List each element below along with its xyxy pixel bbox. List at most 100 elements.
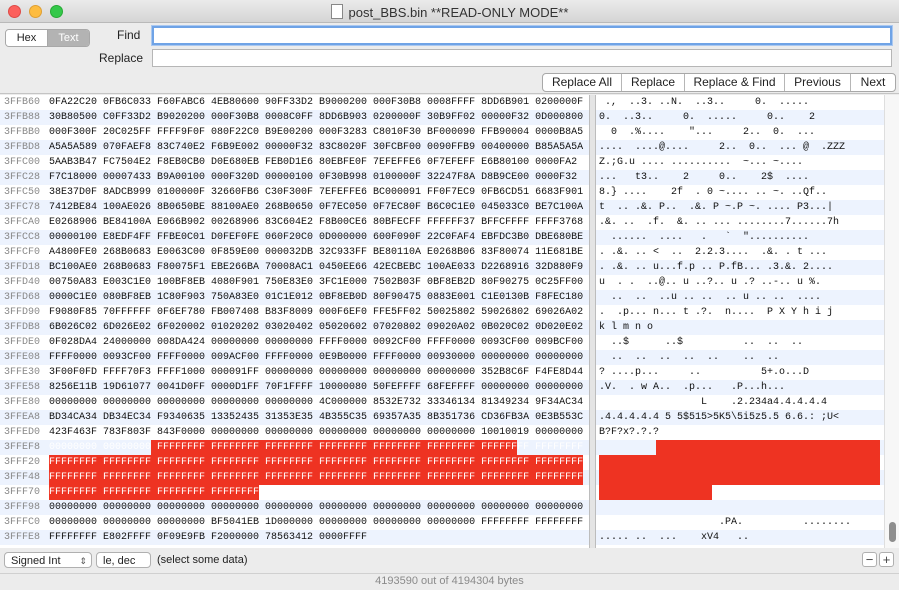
replace-all-button[interactable]: Replace All xyxy=(543,74,622,91)
text-view[interactable]: ., ..3. ..N. ..3.. 0. ..... 0. ..3.. 0. .… xyxy=(596,95,884,548)
hex-row[interactable]: 0F028DA4 24000000 008DA424 00000000 0000… xyxy=(49,337,584,348)
number-type-select[interactable]: Signed Int ⇕ xyxy=(4,552,92,568)
text-row[interactable]: ... t3.. 2 0.. 2$ .... xyxy=(599,172,810,183)
hex-row[interactable]: FFFF0000 0093CF00 FFFF0000 009ACF00 FFFF… xyxy=(49,352,584,363)
minimize-window-button[interactable] xyxy=(29,5,42,18)
hex-row[interactable]: BC100AE0 268B0683 F80075F1 EBE266BA 7000… xyxy=(49,262,584,273)
row-stripe xyxy=(596,260,884,275)
offset-label: 3FFE58 xyxy=(4,382,41,393)
next-button[interactable]: Next xyxy=(860,75,886,89)
row-stripe xyxy=(0,320,46,335)
hex-row[interactable]: FFFFFFFF FFFFFFFF FFFFFFFF FFFFFFFF FFFF… xyxy=(49,472,584,483)
hex-row[interactable]: E0268906 BE84100A E066B902 00268906 83C6… xyxy=(49,217,584,228)
offset-label: 3FFD68 xyxy=(4,292,41,303)
row-stripe xyxy=(596,290,884,305)
text-row[interactable]: L .2.234a4.4.4.4.4 xyxy=(599,397,828,408)
hex-row[interactable]: 423F463F 783F803F 843F0000 00000000 0000… xyxy=(49,427,584,438)
hex-row[interactable]: FFFFFFFF FFFFFFFF FFFFFFFF FFFFFFFF FFFF… xyxy=(49,457,584,468)
find-replace-buttons: Replace All Replace Replace & Find Previ… xyxy=(542,73,896,92)
text-row[interactable]: 0 .%.... "... 2.. 0. ... xyxy=(599,127,816,138)
hex-row[interactable]: BD34CA34 DB34EC34 F9340635 13352435 3135… xyxy=(49,412,584,423)
row-stripe xyxy=(0,260,46,275)
replace-button[interactable]: Replace xyxy=(622,74,685,91)
text-row[interactable]: . .&. .. < .. 2.2.3.... .&. . t ... xyxy=(599,247,828,258)
text-row[interactable]: Z.;G.u .... .......... ~... ~.... xyxy=(599,157,804,168)
previous-button[interactable]: Previous xyxy=(785,74,851,91)
text-row[interactable]: 8.} .... 2f . 0 ~.... .. ~. ..Qf.. xyxy=(599,187,828,198)
hex-row[interactable]: A5A5A589 070FAEF8 83C740E2 F6B9E002 0000… xyxy=(49,142,584,153)
row-stripe xyxy=(0,500,46,515)
text-row[interactable]: t .. .&. P.. .&. P ~.P ~. .... P3...| xyxy=(599,202,834,213)
offset-label: 3FFBB0 xyxy=(4,127,41,138)
text-row[interactable]: .PA. ........ xyxy=(599,517,852,528)
row-stripe xyxy=(46,170,589,185)
offset-label: 3FFBD8 xyxy=(4,142,41,153)
hex-row[interactable]: 6B026C02 6D026E02 6F020002 01020202 0302… xyxy=(49,322,584,333)
text-row[interactable]: .. .. .. .. .. .. .. xyxy=(599,352,780,363)
hex-row[interactable]: 00000000 00000000 FFFFFFFF FFFFFFFF FFFF… xyxy=(49,442,584,453)
text-row[interactable]: ., ..3. ..N. ..3.. 0. ..... xyxy=(599,97,810,108)
zoom-window-button[interactable] xyxy=(50,5,63,18)
hex-row[interactable]: 7412BE84 100AE026 8B0650BE 88100AE0 268B… xyxy=(49,202,584,213)
hex-text-toggle[interactable]: Hex Text xyxy=(5,29,90,47)
text-row[interactable]: u . . ..@.. u ..?.. u .? ..-.. u %. xyxy=(599,277,822,288)
row-stripe xyxy=(596,350,884,365)
hex-row[interactable]: 00000100 E8EDF4FF FFBE0C01 D0FEF0FE 060F… xyxy=(49,232,584,243)
text-row[interactable]: .4.4.4.4.4 5 5$515>5K5\5i5z5.5 6.6.: ;U< xyxy=(599,412,840,423)
offset-label: 3FFF98 xyxy=(4,502,41,513)
offset-label: 3FFF70 xyxy=(4,487,41,498)
text-row[interactable]: ..$ ..$ .. .. .. xyxy=(599,337,804,348)
vertical-scrollbar[interactable] xyxy=(884,95,899,548)
hex-row[interactable]: A4800FE0 268B0683 E0063C00 0F859E00 0000… xyxy=(49,247,584,258)
close-window-button[interactable] xyxy=(8,5,21,18)
text-row[interactable]: k l m n o xyxy=(599,322,654,333)
hex-row[interactable]: 38E37D0F 8ADCB999 0100000F 32660FB6 C30F… xyxy=(49,187,584,198)
hex-row[interactable]: F7C18000 00007433 B9A00100 000F320D 0000… xyxy=(49,172,578,183)
replace-input[interactable] xyxy=(152,49,892,67)
text-row[interactable]: .. .. ..u .. .. .. u .. .. .... xyxy=(599,292,822,303)
text-row[interactable]: 0. ..3.. 0. ..... 0.. 2 xyxy=(599,112,816,123)
endian-format-select[interactable]: le, dec xyxy=(96,552,151,568)
text-row[interactable]: ..... .. ... xV4 .. xyxy=(599,532,750,543)
remove-button[interactable]: − xyxy=(862,552,877,567)
hex-row[interactable]: 000F300F 20C025FF FFFF9F0F 080F22C0 B9E0… xyxy=(49,127,584,138)
find-input[interactable] xyxy=(152,26,892,45)
text-row[interactable]: .... ....@.... 2.. 0.. ... @ .ZZZ xyxy=(599,142,846,153)
scrollbar-thumb[interactable] xyxy=(889,522,896,542)
row-stripe xyxy=(0,140,46,155)
text-mode-tab[interactable]: Text xyxy=(48,30,89,46)
selection-highlight xyxy=(599,485,712,500)
offset-label: 3FFCC8 xyxy=(4,232,41,243)
row-stripe xyxy=(596,230,884,245)
hex-row[interactable]: 30B80500 C0FF33D2 B9020200 000F30B8 0008… xyxy=(49,112,584,123)
text-row[interactable]: . .p... n... t .?. n.... P X Y h i j xyxy=(599,307,834,318)
hex-row[interactable]: 8256E11B 19D61077 0041D0FF 0000D1FF 70F1… xyxy=(49,382,584,393)
hex-row[interactable]: 0000C1E0 080BF8EB 1C80F903 750A83E0 01C1… xyxy=(49,292,584,303)
text-row[interactable]: .V. . w A.. .p... .P...h... xyxy=(599,382,786,393)
add-button[interactable]: + xyxy=(879,552,894,567)
hex-row[interactable]: 5AAB3B47 FC7504E2 F8EB0CB0 D0E680EB FEB0… xyxy=(49,157,578,168)
offset-label: 3FFFE8 xyxy=(4,532,41,543)
hex-view[interactable]: 0FA22C20 0FB6C033 F60FABC6 4EB80600 90FF… xyxy=(46,95,589,548)
hex-row[interactable]: 00000000 00000000 00000000 BF5041EB 1D00… xyxy=(49,517,584,528)
text-row[interactable]: .&. .. .f. &. .. ... ........7......7h xyxy=(599,217,840,228)
hex-mode-tab[interactable]: Hex xyxy=(6,30,48,46)
hex-row[interactable]: FFFFFFFF FFFFFFFF FFFFFFFF FFFFFFFF 0000… xyxy=(49,487,584,498)
offset-label: 3FFE30 xyxy=(4,367,41,378)
hex-row[interactable]: 00000000 00000000 00000000 00000000 0000… xyxy=(49,397,584,408)
hex-row[interactable]: 0FA22C20 0FB6C033 F60FABC6 4EB80600 90FF… xyxy=(49,97,584,108)
offset-label: 3FFED0 xyxy=(4,427,41,438)
pane-divider[interactable] xyxy=(589,95,596,548)
text-row[interactable]: . .&. .. u...f.p .. P.fB... .3.&. 2.... xyxy=(599,262,834,273)
hex-row[interactable]: 00000000 00000000 00000000 00000000 0000… xyxy=(49,502,584,513)
hex-row[interactable]: FFFFFFFF E802FFFF 0F09E9FB F2000000 7856… xyxy=(49,532,368,543)
text-row[interactable]: B?F?x?.?.? xyxy=(599,427,660,438)
hex-row[interactable]: F9080F85 70FFFFFF 0F6EF780 FB007408 B83F… xyxy=(49,307,584,318)
text-row[interactable]: ? ....p... .. 5+.o...D xyxy=(599,367,810,378)
replace-and-find-button[interactable]: Replace & Find xyxy=(685,74,785,91)
row-stripe xyxy=(46,260,589,275)
row-stripe xyxy=(0,230,46,245)
hex-row[interactable]: 3F00F0FD FFFF70F3 FFFF1000 000091FF 0000… xyxy=(49,367,584,378)
text-row[interactable]: ...... .... . ` ".......... xyxy=(599,232,810,243)
hex-row[interactable]: 00750A83 E003C1E0 100BF8EB 4080F901 750E… xyxy=(49,277,584,288)
